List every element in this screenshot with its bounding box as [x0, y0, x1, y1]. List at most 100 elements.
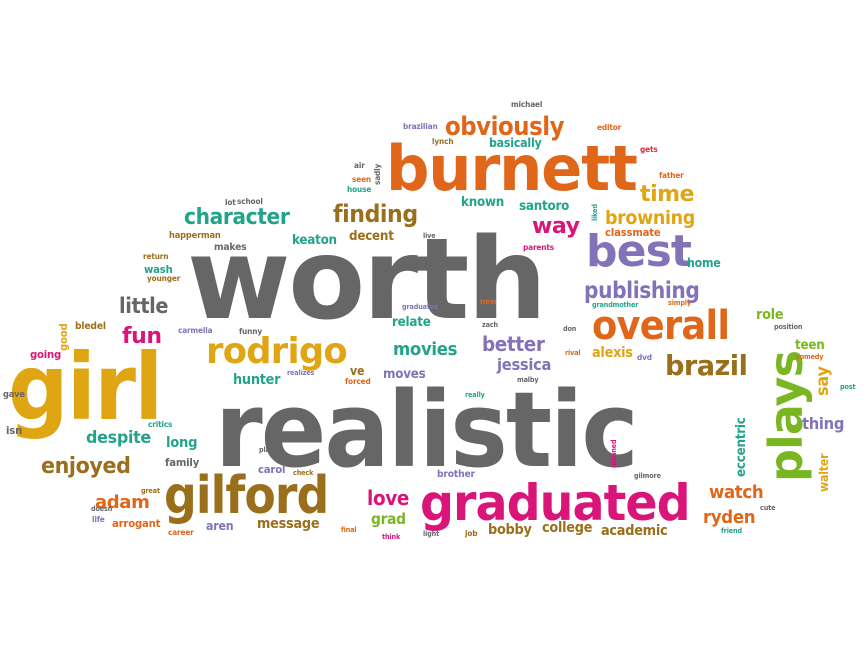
word: zach	[482, 321, 498, 329]
word: moves	[383, 367, 426, 382]
word: keaton	[292, 233, 337, 248]
word: final	[341, 526, 357, 534]
word: live	[423, 232, 436, 240]
word: aren	[206, 519, 234, 533]
word: graduates	[402, 303, 438, 311]
word: don	[563, 325, 577, 333]
word: brazil	[665, 349, 748, 382]
word: check	[293, 469, 314, 477]
word: younger	[147, 274, 181, 283]
word: ve	[350, 364, 365, 378]
word: known	[461, 195, 505, 210]
word: critics	[148, 420, 173, 429]
word: really	[465, 391, 485, 399]
word: eccentric	[734, 417, 749, 477]
word: liked	[591, 204, 599, 221]
word: girl	[8, 334, 163, 441]
word: comedy	[796, 353, 824, 361]
word: bobby	[488, 522, 532, 538]
word: carol	[258, 463, 286, 476]
word: decent	[349, 229, 394, 244]
word: gilmore	[634, 472, 661, 480]
word: bledel	[75, 321, 106, 332]
word: happerman	[169, 231, 221, 241]
word: air	[354, 161, 365, 170]
word: academic	[601, 523, 668, 539]
word: graduated	[420, 474, 691, 532]
word: browning	[605, 207, 695, 229]
word: position	[774, 323, 803, 331]
word: school	[237, 197, 263, 206]
word: santoro	[519, 199, 570, 214]
word: dvd	[637, 353, 652, 362]
word: time	[640, 182, 695, 207]
word: planned	[610, 439, 618, 468]
word: lynch	[432, 137, 454, 146]
word: going	[30, 348, 62, 361]
word: rodrigo	[206, 331, 348, 372]
word: arrogant	[112, 517, 161, 530]
word: burnett	[386, 132, 638, 205]
word: gave	[3, 390, 25, 400]
word: life	[92, 515, 105, 524]
word: new	[480, 297, 497, 306]
word: think	[382, 533, 401, 541]
word: post	[840, 383, 856, 391]
word: hunter	[233, 372, 281, 388]
word: isn	[6, 424, 23, 437]
word: better	[482, 332, 545, 356]
word: ryden	[703, 507, 756, 528]
word: house	[347, 185, 372, 194]
word: little	[119, 294, 169, 318]
word: editor	[597, 123, 622, 132]
word: sadly	[373, 163, 382, 185]
word: realizes	[287, 369, 315, 377]
word: college	[542, 520, 593, 536]
word: carmella	[178, 326, 213, 335]
word: walter	[817, 453, 831, 492]
word: gets	[640, 145, 658, 154]
word: career	[168, 528, 194, 537]
word: wash	[144, 263, 173, 276]
word: alexis	[592, 345, 633, 361]
word: seen	[352, 175, 372, 184]
word: despite	[86, 428, 151, 448]
word: doesn	[91, 505, 113, 513]
word: plan	[259, 446, 275, 454]
word: long	[166, 435, 198, 451]
word: relate	[392, 315, 431, 330]
word: overall	[592, 303, 730, 349]
word: family	[165, 456, 200, 469]
word: brazilian	[403, 122, 438, 131]
word: adam	[95, 492, 150, 513]
word: finding	[333, 200, 418, 228]
word: publishing	[584, 278, 700, 304]
word: malby	[517, 376, 539, 384]
word: good	[57, 323, 70, 351]
word: grandmother	[592, 301, 639, 309]
word: basically	[489, 136, 542, 150]
word: teen	[795, 338, 825, 353]
word: funny	[239, 327, 262, 336]
word: enjoyed	[41, 454, 131, 479]
word: brother	[437, 469, 475, 480]
word: light	[423, 530, 440, 538]
word: cute	[760, 504, 776, 512]
word: way	[532, 214, 580, 239]
word: makes	[214, 242, 247, 253]
word: fun	[122, 324, 162, 349]
word: rival	[565, 349, 581, 357]
word: message	[257, 516, 320, 532]
word: movies	[393, 339, 458, 360]
word: character	[184, 205, 290, 230]
word: michael	[511, 100, 543, 109]
word: friend	[721, 527, 742, 535]
word: say	[813, 366, 833, 396]
word: jessica	[497, 355, 552, 374]
word: return	[143, 252, 169, 261]
word: home	[687, 256, 721, 270]
word: worth	[187, 215, 547, 345]
word: father	[659, 171, 684, 180]
word: parents	[523, 243, 554, 252]
